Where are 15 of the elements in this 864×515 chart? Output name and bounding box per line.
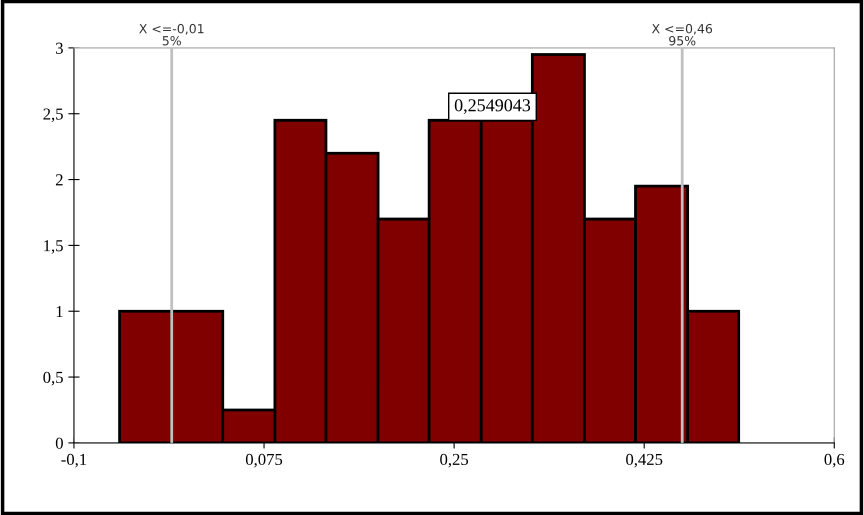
x-tick-label: -0,1 bbox=[61, 454, 86, 468]
x-tick-label: 0,425 bbox=[626, 454, 662, 468]
y-tick-label: 0 bbox=[56, 438, 63, 449]
y-tick-label: 0,5 bbox=[43, 372, 63, 386]
y-tick-label: 1 bbox=[56, 306, 63, 318]
ref-line-label: X <=0,46 95% bbox=[652, 24, 712, 46]
x-tick-label: 0,075 bbox=[246, 454, 282, 468]
y-tick-label: 1,5 bbox=[44, 240, 63, 254]
ref-line-label: X <=-0,01 5% bbox=[139, 24, 204, 46]
x-tick-label: 0,25 bbox=[440, 454, 468, 468]
y-tick-label: 2 bbox=[56, 174, 63, 186]
annotation: 0,2549043 bbox=[454, 99, 530, 114]
x-tick-label: 0,6 bbox=[824, 454, 844, 468]
y-tick-label: 2,5 bbox=[43, 108, 63, 122]
y-tick-label: 3 bbox=[56, 42, 63, 54]
